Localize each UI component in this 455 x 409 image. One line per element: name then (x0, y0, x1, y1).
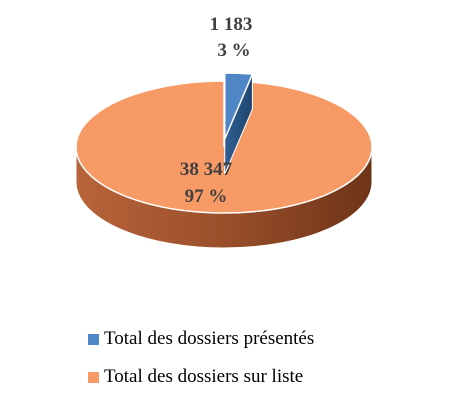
legend-item-sur-liste: Total des dossiers sur liste (88, 366, 314, 388)
slice-value-label-sur-liste: 38 347 (180, 159, 233, 180)
slice-top-sur-liste (75, 80, 373, 214)
slice-value-label-presentes: 1 183 (210, 14, 253, 35)
chart-legend: Total des dossiers présentés Total des d… (88, 328, 314, 404)
legend-label-presentes: Total des dossiers présentés (104, 328, 315, 349)
slice-percent-label-sur-liste: 97 % (185, 186, 228, 207)
pie-slices (75, 72, 373, 249)
legend-swatch-orange (88, 371, 99, 383)
legend-item-presentes: Total des dossiers présentés (88, 328, 314, 350)
legend-swatch-blue (88, 333, 99, 345)
slice-percent-label-presentes: 3 % (217, 40, 250, 61)
slice-top-presentes (224, 72, 254, 140)
legend-label-sur-liste: Total des dossiers sur liste (104, 366, 304, 387)
